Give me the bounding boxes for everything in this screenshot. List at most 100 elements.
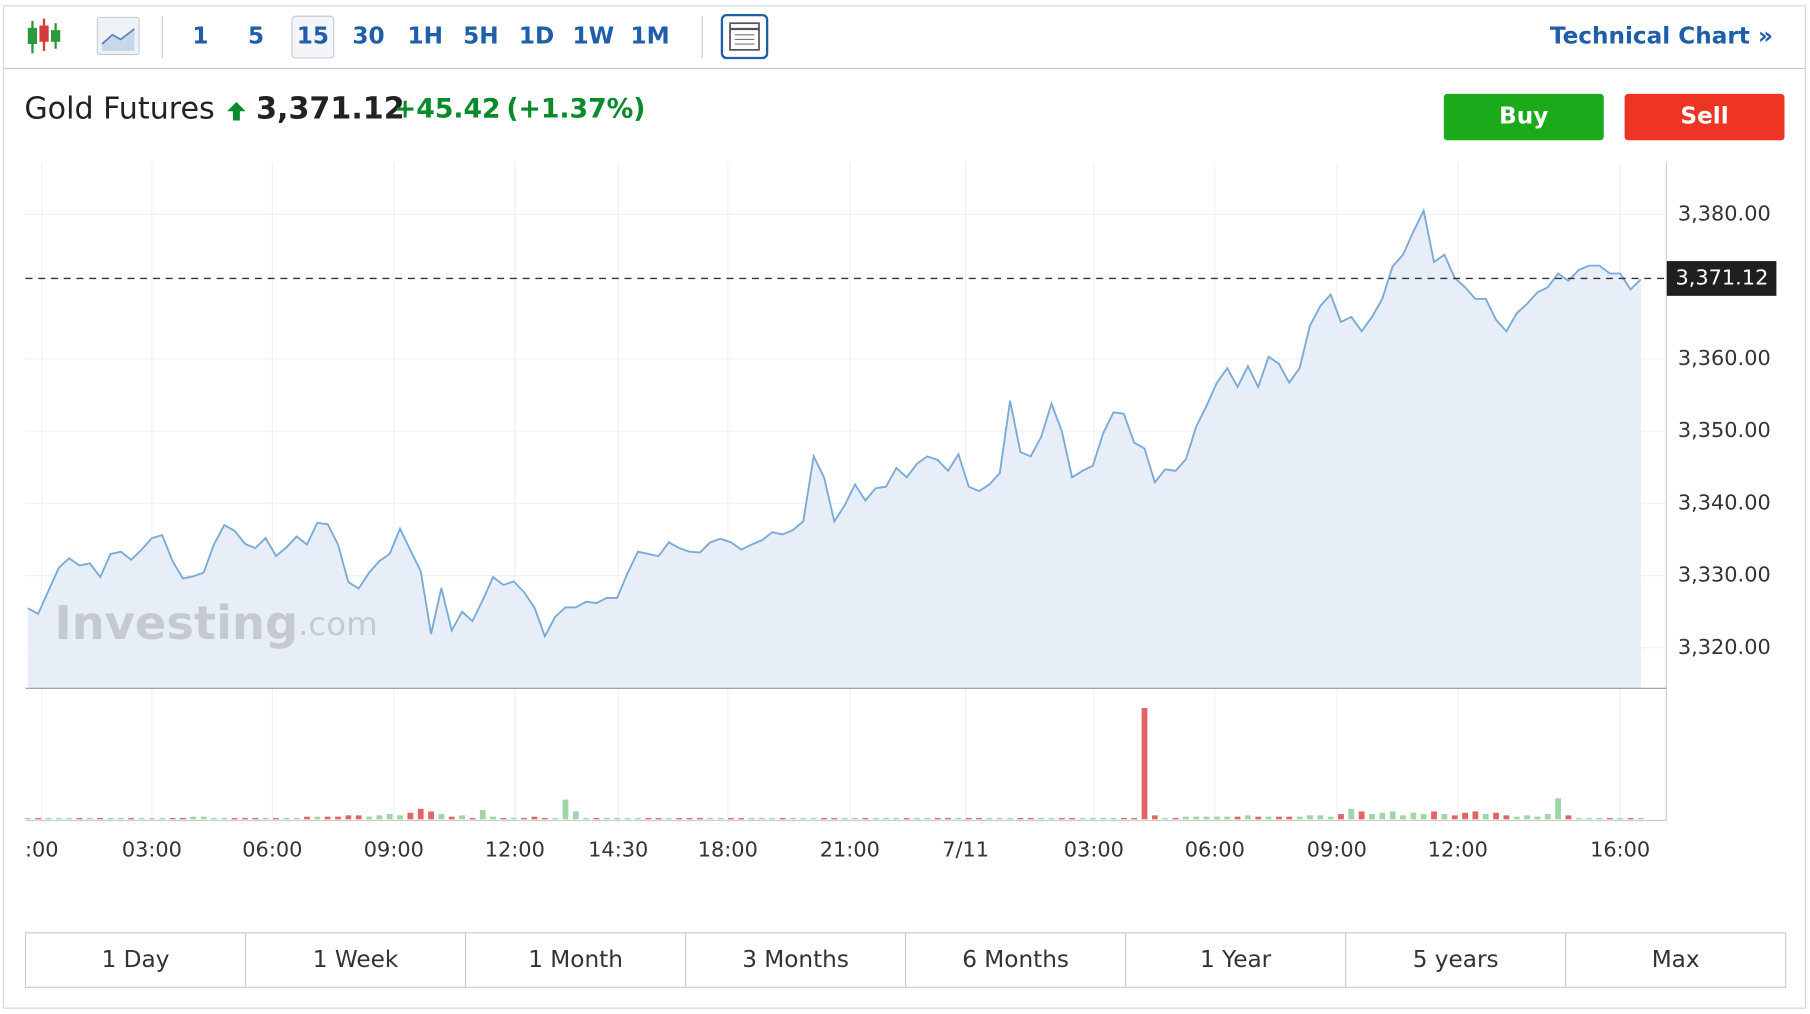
- range-button[interactable]: [24, 932, 247, 988]
- volume-bar: [159, 817, 166, 820]
- volume-bar: [821, 817, 827, 820]
- interval-button[interactable]: 15: [297, 23, 329, 50]
- volume-bar: [1213, 816, 1220, 820]
- change: +45.42: [394, 94, 501, 125]
- range-button[interactable]: [1125, 932, 1347, 988]
- volume-bar: [603, 817, 610, 820]
- volume-bar: [841, 817, 848, 820]
- last-price-label: 3,371.12: [1676, 265, 1769, 289]
- y-tick-label: 3,340.00: [1678, 490, 1771, 514]
- volume-bar: [200, 816, 207, 820]
- x-tick-label: 7/11: [942, 838, 989, 862]
- buy-button[interactable]: [1443, 93, 1604, 141]
- volume-bar: [1131, 817, 1138, 820]
- volume-bar: [748, 817, 755, 820]
- volume-bar: [1007, 817, 1013, 820]
- volume-bar: [862, 817, 869, 820]
- buy-label[interactable]: Buy: [1499, 103, 1548, 130]
- volume-bar: [324, 816, 331, 820]
- x-tick-label: 18:00: [698, 838, 758, 862]
- candle-icon[interactable]: [27, 18, 61, 54]
- volume-bar: [345, 815, 352, 820]
- range-button[interactable]: [1565, 932, 1787, 988]
- volume-bar: [800, 817, 807, 820]
- volume-bar: [417, 808, 424, 820]
- volume-bar: [1069, 817, 1076, 820]
- range-button[interactable]: [464, 932, 687, 988]
- range-label[interactable]: 1 Day: [102, 946, 170, 973]
- volume-bar: [1420, 814, 1427, 820]
- range-label[interactable]: 1 Year: [1200, 946, 1272, 973]
- y-tick-label: 3,330.00: [1678, 563, 1771, 587]
- volume-bar: [1265, 816, 1272, 820]
- volume-bar: [965, 817, 972, 820]
- volume-bar: [1017, 817, 1024, 820]
- volume-bar: [1513, 816, 1520, 820]
- range-label[interactable]: 5 years: [1413, 946, 1499, 973]
- volume-bar: [1027, 817, 1034, 820]
- volume-bar: [624, 817, 631, 820]
- volume-bar: [1410, 812, 1417, 820]
- area-icon[interactable]: [96, 16, 140, 56]
- volume-bar: [1358, 811, 1365, 820]
- volume-bar: [438, 814, 445, 820]
- selected-interval[interactable]: [291, 15, 335, 59]
- volume-bar: [903, 817, 910, 820]
- volume-bar: [883, 817, 889, 820]
- sell-button[interactable]: [1624, 93, 1785, 141]
- range-label[interactable]: 6 Months: [962, 946, 1069, 973]
- volume-bar: [945, 817, 951, 820]
- volume-bar: [1379, 812, 1386, 820]
- interval-button[interactable]: 1W: [572, 23, 614, 50]
- range-button[interactable]: [244, 932, 467, 988]
- x-tick-label: 09:00: [1307, 838, 1367, 862]
- volume-bar: [1182, 816, 1189, 820]
- volume-bar: [293, 817, 300, 820]
- volume-bar: [955, 817, 962, 820]
- volume-bar: [1203, 816, 1210, 820]
- interval-button[interactable]: 5H: [463, 23, 499, 50]
- volume-bar: [1193, 816, 1200, 820]
- volume-bar: [221, 817, 228, 820]
- interval-button[interactable]: 1D: [519, 23, 554, 50]
- volume-bar: [1338, 814, 1344, 820]
- volume-bar: [914, 817, 920, 820]
- layout-icon[interactable]: [720, 13, 769, 60]
- volume-bar: [24, 817, 31, 820]
- volume-bar: [934, 817, 941, 820]
- sell-label[interactable]: Sell: [1680, 103, 1728, 130]
- range-label[interactable]: 1 Week: [313, 946, 399, 973]
- range-button[interactable]: [684, 932, 907, 988]
- volume-bar: [872, 817, 879, 820]
- volume-bar: [779, 817, 786, 820]
- volume-bar: [490, 816, 496, 820]
- range-label[interactable]: Max: [1652, 946, 1700, 973]
- interval-button[interactable]: 30: [352, 23, 384, 50]
- range-label[interactable]: 1 Month: [528, 946, 623, 973]
- technical-chart-link[interactable]: Technical Chart »: [1550, 23, 1773, 50]
- watermark-suffix: .com: [298, 605, 378, 643]
- volume-bar: [1234, 816, 1241, 820]
- volume-bar: [386, 814, 393, 820]
- volume-bar: [769, 817, 776, 820]
- interval-button[interactable]: 1: [192, 23, 208, 50]
- interval-button[interactable]: 5: [248, 23, 264, 50]
- range-button[interactable]: [905, 932, 1127, 988]
- price-line: [27, 207, 1642, 639]
- range-button[interactable]: [1345, 932, 1567, 988]
- volume-bar: [273, 817, 279, 820]
- area-fill: [27, 210, 1641, 689]
- volume-bar: [86, 817, 93, 820]
- volume-bar: [355, 815, 362, 820]
- volume-bar: [707, 817, 714, 820]
- y-tick-label: 3,380.00: [1678, 201, 1771, 225]
- interval-button[interactable]: 1H: [408, 23, 443, 50]
- volume-bar: [1369, 814, 1375, 820]
- volume-bar: [283, 817, 290, 820]
- volume-bar: [117, 817, 124, 820]
- volume-bar: [1162, 817, 1169, 820]
- interval-button[interactable]: 1M: [630, 23, 669, 50]
- range-label[interactable]: 3 Months: [742, 946, 849, 973]
- volume-bar: [1524, 815, 1530, 820]
- volume-bar: [552, 817, 559, 820]
